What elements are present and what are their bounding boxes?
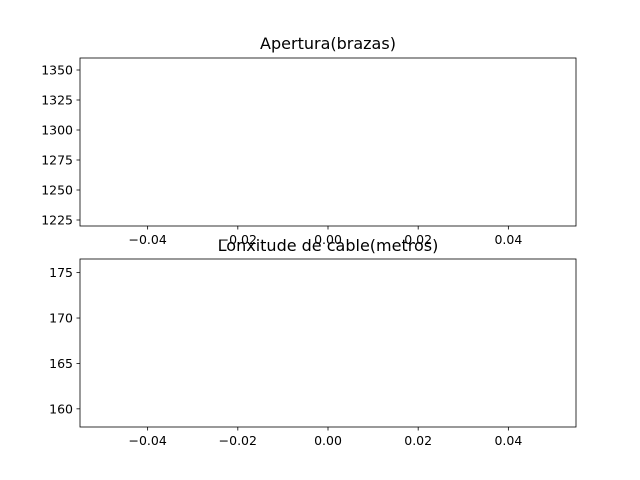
top-xtick-label: −0.04	[128, 232, 166, 247]
top-ytick-label: 1350	[41, 63, 73, 78]
top-chart: 1225 1250 1275 1300 1325 1350 −0.04 −0.02 0.00 0.…	[41, 34, 577, 247]
bottom-chart: 160 165 170 175 −0.04 −0.02 0.00 0.02 0.04 Lonxit…	[49, 236, 577, 448]
top-chart-title: Apertura(brazas)	[260, 34, 396, 53]
bottom-ytick-label: 170	[49, 311, 73, 326]
top-ytick-label: 1250	[41, 183, 73, 198]
bottom-ytick-label: 160	[49, 401, 73, 416]
top-xtick-label: 0.04	[494, 232, 522, 247]
bottom-chart-title: Lonxitude de cable(metros)	[218, 236, 439, 255]
bottom-ytick-label: 165	[49, 356, 73, 371]
top-xtick-label: 0.02	[404, 232, 432, 247]
top-ytick-label: 1325	[41, 93, 73, 108]
top-xtick-label: 0.00	[314, 232, 342, 247]
top-plot-frame	[79, 57, 577, 227]
top-ytick-label: 1300	[41, 123, 73, 138]
bottom-xtick-label: 0.00	[314, 433, 342, 448]
bottom-xtick-label: 0.02	[404, 433, 432, 448]
top-ytick-label: 1275	[41, 153, 73, 168]
bottom-plot-frame	[79, 258, 577, 428]
bottom-ytick-label: 175	[49, 265, 73, 280]
top-xtick-label: −0.02	[219, 232, 257, 247]
bottom-xtick-label: −0.04	[128, 433, 166, 448]
bottom-xtick-label: 0.04	[494, 433, 522, 448]
top-ytick-label: 1225	[41, 213, 73, 228]
bottom-xtick-label: −0.02	[219, 433, 257, 448]
